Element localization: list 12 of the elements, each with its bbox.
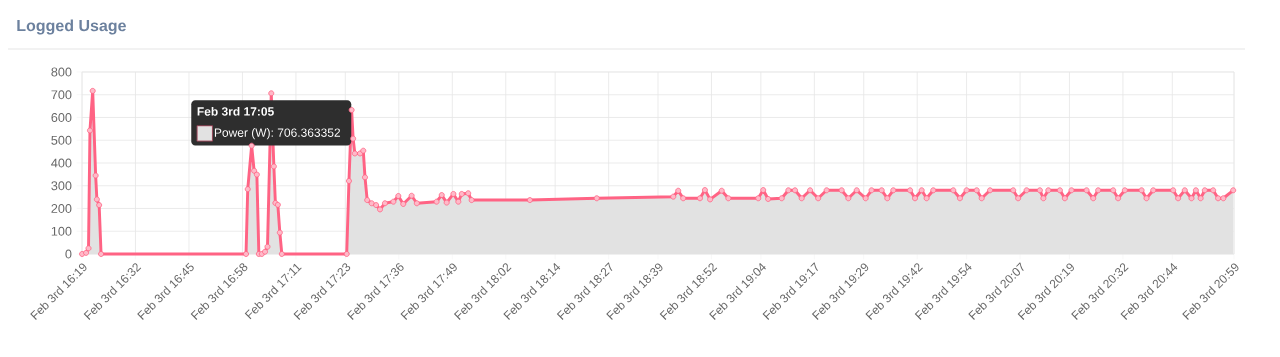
y-tick-label: 600 xyxy=(51,113,72,122)
y-tick-label: 500 xyxy=(51,135,72,145)
annotation: Feb 3rd 17:05 xyxy=(197,106,274,116)
y-tick-label: 300 xyxy=(51,181,72,191)
y-tick-label: 700 xyxy=(51,90,72,100)
y-tick-label: 800 xyxy=(51,67,72,77)
y-tick-label: 400 xyxy=(51,158,72,168)
annotation: Power (W): 706.363352 xyxy=(214,128,341,140)
y-tick-label: 100 xyxy=(51,226,72,236)
y-tick-label: 0 xyxy=(65,249,72,259)
chart-title: Logged Usage xyxy=(17,19,126,35)
y-tick-label: 200 xyxy=(51,204,72,213)
